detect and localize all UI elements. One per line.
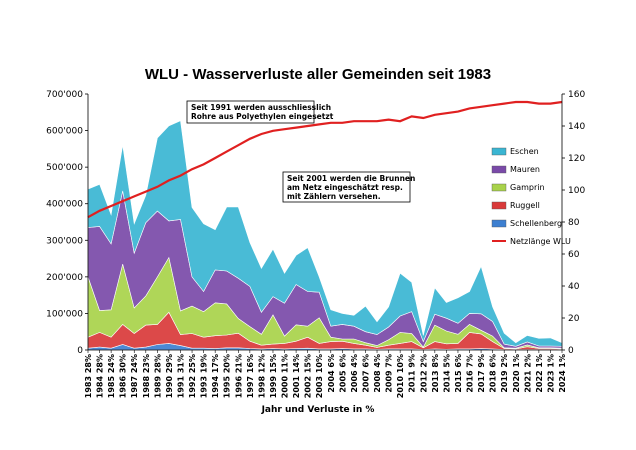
x-tick-label: 1983 28% bbox=[84, 354, 93, 398]
x-tick-label: 2009 7% bbox=[385, 354, 394, 393]
x-tick-label: 2024 1% bbox=[558, 354, 567, 393]
x-tick-label: 2004 6% bbox=[327, 354, 336, 393]
x-tick-label: 2013 8% bbox=[431, 354, 440, 393]
legend-item-gamprin: Gamprin bbox=[491, 183, 545, 192]
x-tick-label: 2022 1% bbox=[535, 354, 544, 393]
left-tick-label: 700'000 bbox=[46, 90, 83, 100]
x-tick-label: 1997 16% bbox=[246, 354, 255, 398]
x-axis-label: Jahr und Verluste in % bbox=[261, 405, 375, 415]
right-tick-label: 80 bbox=[568, 218, 580, 228]
left-tick-label: 500'000 bbox=[46, 163, 83, 173]
x-tick-label: 1985 24% bbox=[107, 354, 116, 398]
line-netzlaenge bbox=[87, 100, 563, 219]
x-tick-label: 2012 2% bbox=[419, 354, 428, 393]
right-tick-label: 140 bbox=[568, 122, 585, 132]
x-tick-label: 2007 6% bbox=[361, 354, 370, 393]
x-tick-label: 1990 29% bbox=[165, 354, 174, 398]
annotation-frame bbox=[186, 100, 315, 124]
x-tick-label: 2016 7% bbox=[466, 354, 475, 393]
legend-swatch bbox=[491, 201, 507, 210]
line-layer bbox=[87, 100, 563, 219]
right-tick-label: 60 bbox=[568, 250, 580, 260]
legend-item-eschen: Eschen bbox=[491, 147, 539, 156]
left-tick-label: 400'000 bbox=[46, 200, 83, 210]
legend-item-netzlaenge: Netzlänge WLU bbox=[492, 237, 571, 246]
legend-label: Mauren bbox=[510, 165, 540, 174]
left-tick-label: 600'000 bbox=[46, 127, 83, 137]
x-tick-label: 2010 10% bbox=[396, 354, 405, 398]
x-tick-label: 2021 2% bbox=[523, 354, 532, 393]
right-tick-label: 40 bbox=[568, 282, 580, 292]
left-axis: 0 100'000 200'000 300'000 400'000 500'000 600'… bbox=[46, 90, 89, 356]
x-tick-label: 2008 4% bbox=[373, 354, 382, 393]
legend-label: Schellenberg bbox=[510, 219, 562, 228]
x-tick-label: 1989 28% bbox=[153, 354, 162, 398]
right-tick-label: 100 bbox=[568, 186, 585, 196]
x-tick-label: 2000 11% bbox=[281, 354, 290, 398]
x-tick-label: 2003 10% bbox=[315, 354, 324, 398]
x-tick-label: 1994 17% bbox=[211, 354, 220, 398]
x-tick-label: 2014 5% bbox=[442, 354, 451, 393]
chart-title: WLU - Wasserverluste aller Gemeinden sei… bbox=[145, 66, 491, 83]
right-tick-label: 120 bbox=[568, 154, 585, 164]
legend-swatch bbox=[491, 219, 507, 228]
x-tick-label: 1993 19% bbox=[200, 354, 209, 398]
left-tick-label: 200'000 bbox=[46, 273, 83, 283]
x-tick-label: 2019 2% bbox=[500, 354, 509, 393]
right-tick-label: 0 bbox=[568, 346, 574, 356]
annotation-line: Rohre aus Polyethylen eingesetzt bbox=[191, 112, 334, 121]
legend-label: Gamprin bbox=[510, 183, 545, 192]
left-tick-label: 300'000 bbox=[46, 236, 83, 246]
x-tick-label: 2011 9% bbox=[408, 354, 417, 393]
annotation-line: mit Zählern versehen. bbox=[287, 192, 381, 201]
x-tick-label: 2023 1% bbox=[546, 354, 555, 393]
x-tick-label: 2020 1% bbox=[512, 354, 521, 393]
annotation-line: Seit 1991 werden ausschliesslich bbox=[191, 103, 331, 112]
annotation-frame bbox=[282, 171, 411, 203]
x-tick-label: 2015 6% bbox=[454, 354, 463, 393]
x-tick-label: 1988 23% bbox=[142, 354, 151, 398]
annotation-line: Seit 2001 werden die Brunnen bbox=[287, 174, 415, 183]
right-tick-label: 20 bbox=[568, 314, 580, 324]
areas-layer bbox=[87, 120, 563, 351]
x-tick-label: 1999 15% bbox=[269, 354, 278, 398]
x-tick-label: 2018 6% bbox=[489, 354, 498, 393]
legend-swatch bbox=[491, 147, 507, 156]
x-tick-label: 2006 4% bbox=[350, 354, 359, 393]
left-tick-label: 100'000 bbox=[46, 309, 83, 319]
legend-swatch bbox=[491, 183, 507, 192]
annotation-line: am Netz eingeschätzt resp. bbox=[287, 183, 403, 192]
x-tick-label: 1996 21% bbox=[234, 354, 243, 398]
x-tick-label: 1984 28% bbox=[96, 354, 105, 398]
legend: Eschen Mauren Gamprin Ruggell Schellenberg Ne… bbox=[491, 147, 571, 246]
legend-label: Ruggell bbox=[510, 201, 540, 210]
x-axis: 1983 28% 1984 28% 1985 24% 1986 30% 1987 24%… bbox=[84, 349, 567, 398]
left-tick-label: 0 bbox=[77, 346, 83, 356]
x-tick-label: 1987 24% bbox=[130, 354, 139, 398]
legend-item-ruggell: Ruggell bbox=[491, 201, 540, 210]
x-tick-label: 2017 9% bbox=[477, 354, 486, 393]
x-tick-label: 1986 30% bbox=[119, 354, 128, 398]
x-tick-label: 1991 31% bbox=[176, 354, 185, 398]
legend-label: Eschen bbox=[510, 147, 539, 156]
x-tick-label: 1998 12% bbox=[257, 354, 266, 398]
x-tick-label: 2001 14% bbox=[292, 354, 301, 398]
legend-item-schellenberg: Schellenberg bbox=[491, 219, 562, 228]
legend-item-mauren: Mauren bbox=[491, 165, 540, 174]
right-axis: 0 20 40 60 80 100 120 140 160 bbox=[561, 90, 585, 356]
x-tick-label: 1995 20% bbox=[223, 354, 232, 398]
x-tick-label: 2005 6% bbox=[338, 354, 347, 393]
legend-label: Netzlänge WLU bbox=[510, 237, 571, 246]
x-tick-label: 1992 25% bbox=[188, 354, 197, 398]
x-tick-label: 2002 15% bbox=[304, 354, 313, 398]
legend-swatch bbox=[491, 165, 507, 174]
right-tick-label: 160 bbox=[568, 90, 585, 100]
